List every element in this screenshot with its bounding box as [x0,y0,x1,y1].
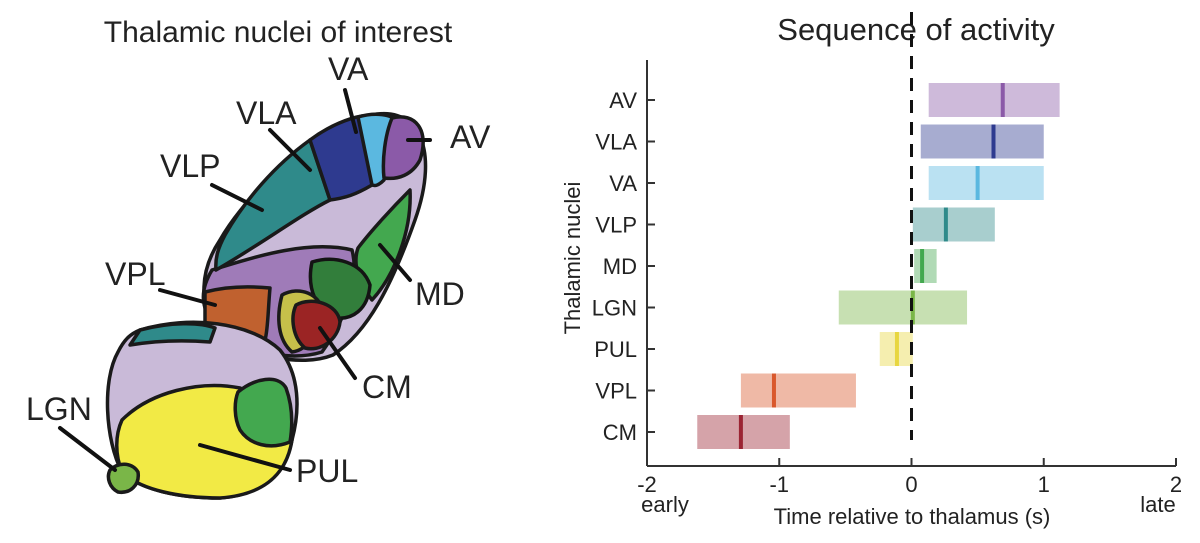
range-bar-lgn [838,290,968,325]
leader-pul [198,443,292,472]
atlas-title: Thalamic nuclei of interest [104,16,453,49]
leader-vlp [210,183,264,212]
atlas-label-vla: VLA [236,95,297,131]
y-tick-label-pul: PUL [594,337,637,362]
y-tick-label-vlp: VLP [595,213,637,238]
y-tick-label-cm: CM [603,420,637,445]
x-note-late: late [1140,492,1175,517]
atlas-label-lgn: LGN [26,391,92,427]
thalamus-atlas: Thalamic nuclei of interest VA VLA AV [26,16,491,500]
atlas-label-vpl: VPL [105,256,165,292]
x-tick-label: 1 [1038,472,1050,497]
sequence-chart: Sequence of activity AV VLA VA VLP MD LGN PUL V… [560,12,1182,529]
leader-cm [318,326,357,380]
range-bar-av [928,83,1060,117]
range-bar-cm [697,415,790,449]
x-tick-label: -2 [637,472,657,497]
atlas-label-vlp: VLP [160,148,220,184]
atlas-label-cm: CM [362,369,412,405]
range-bar-md [914,249,937,283]
leader-vla [268,128,312,172]
atlas-label-va: VA [328,51,369,87]
x-axis-title: Time relative to thalamus (s) [774,504,1051,529]
x-tick-label: 2 [1170,472,1182,497]
y-tick-label-va: VA [609,171,637,196]
y-tick-label-lgn: LGN [592,296,637,321]
range-bar-vpl [740,373,856,408]
atlas-region-av [381,115,425,181]
y-axis-title: Thalamic nuclei [560,182,585,335]
x-ticks-layer: -2 -1 0 1 2 [637,458,1182,497]
leader-lgn [58,426,117,472]
atlas-region-md-lower [233,377,294,448]
atlas-region-teal-strip [128,321,217,347]
x-tick-label: -1 [769,472,789,497]
leader-vpl [158,288,217,307]
atlas-label-av: AV [450,119,491,155]
leader-va [343,88,358,134]
y-ticks-layer: AV VLA VA VLP MD LGN PUL VPL CM [592,88,655,445]
y-tick-label-vpl: VPL [595,379,637,404]
atlas-label-pul: PUL [296,453,358,489]
y-tick-label-md: MD [603,254,637,279]
chart-title: Sequence of activity [777,12,1055,47]
leader-md [378,243,412,282]
range-bar-va [928,166,1044,200]
x-tick-label: 0 [905,472,917,497]
y-tick-label-vla: VLA [595,130,637,155]
range-bar-vla [920,124,1044,159]
y-tick-label-av: AV [609,88,637,113]
bars-layer [697,83,1060,449]
atlas-label-md: MD [415,276,465,312]
atlas-region-vlp [214,138,332,272]
x-note-early: early [641,492,689,517]
range-bar-vlp [912,207,995,242]
